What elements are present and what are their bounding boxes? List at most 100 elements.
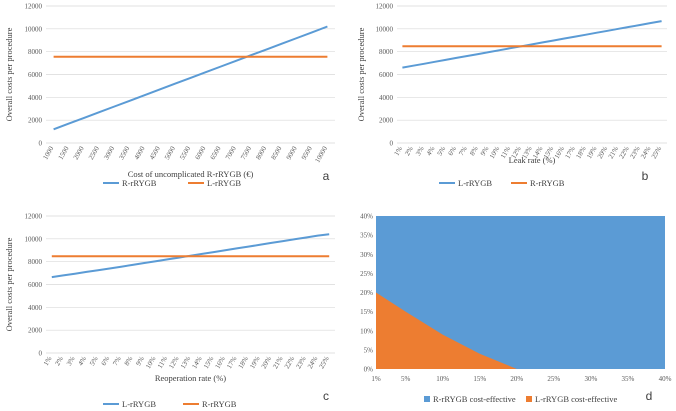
- chart-c-xtick-label: 7%: [111, 355, 123, 367]
- chart-a-legend-label-0: R-rRYGB: [122, 178, 157, 188]
- chart-c-xtick-label: 9%: [134, 355, 146, 367]
- chart-c-xtick-label: 12%: [167, 355, 180, 370]
- chart-c-ytick-label: 2000: [28, 327, 43, 335]
- chart-a-xtick-label: 5500: [178, 145, 192, 162]
- chart-d-ytick-label: 40%: [360, 213, 373, 221]
- chart-a-x-axis-title: Cost of uncomplicated R-rRYGB (€): [128, 169, 254, 179]
- chart-a-xtick-label: 9500: [300, 145, 314, 162]
- chart-a-xtick-label: 6000: [194, 145, 208, 162]
- chart-a-y-axis-title: Overall costs per procedure: [4, 27, 14, 121]
- chart-a-xtick-label: 3000: [102, 145, 116, 162]
- chart-b-xtick-label: 22%: [618, 145, 631, 160]
- chart-d-ytick-label: 30%: [360, 251, 373, 259]
- chart-b-xtick-label: 8%: [468, 145, 480, 157]
- chart-b-y-axis-title: Overall costs per procedure: [356, 27, 366, 121]
- chart-c-xtick-label: 16%: [214, 355, 227, 370]
- chart-c-ytick-label: 4000: [28, 304, 43, 312]
- chart-c-ytick-label: 12000: [25, 213, 43, 221]
- chart-d-xtick-label: 30%: [584, 375, 597, 383]
- chart-c-xtick-label: 4%: [77, 355, 89, 367]
- chart-c-xtick-label: 14%: [190, 355, 203, 370]
- chart-b-xtick-label: 9%: [479, 145, 491, 157]
- chart-a-ytick-label: 4000: [28, 94, 43, 102]
- chart-d-legend-swatch-0: [424, 396, 430, 402]
- chart-c-xtick-label: 5%: [88, 355, 100, 367]
- chart-b-xtick-label: 4%: [425, 145, 437, 157]
- chart-b-xtick-label: 10%: [488, 145, 501, 160]
- chart-a-xtick-label: 5000: [163, 145, 177, 162]
- chart-b-xtick-label: 1%: [393, 145, 405, 157]
- chart-b-legend-label-0: L-rRYGB: [458, 178, 492, 188]
- chart-a-xtick-label: 10000: [313, 145, 329, 165]
- chart-c-ytick-label: 8000: [28, 258, 43, 266]
- chart-c-xtick-label: 19%: [248, 355, 261, 370]
- chart-d-xtick-label: 1%: [371, 375, 381, 383]
- chart-a-ytick-label: 6000: [28, 71, 43, 79]
- chart-c-legend-label-0: L-rRYGB: [122, 399, 156, 409]
- chart-d-xtick-label: 15%: [473, 375, 486, 383]
- chart-d-ytick-label: 10%: [360, 327, 373, 335]
- chart-d-ytick-label: 35%: [360, 232, 373, 240]
- chart-a-xtick-label: 1500: [57, 145, 71, 162]
- chart-d-legend-label-1: L-rRYGB cost-effective: [535, 394, 617, 404]
- chart-b-ytick-label: 10000: [376, 25, 394, 33]
- chart-c-xtick-label: 25%: [318, 355, 331, 370]
- chart-d-ytick-label: 0%: [364, 366, 374, 374]
- chart-d-xtick-label: 25%: [547, 375, 560, 383]
- chart-a-xtick-label: 2500: [87, 145, 101, 162]
- chart-a-xtick-label: 7000: [224, 145, 238, 162]
- chart-c-y-axis-title: Overall costs per procedure: [4, 237, 14, 331]
- chart-c-xtick-label: 6%: [100, 355, 112, 367]
- chart-c-xtick-label: 22%: [283, 355, 296, 370]
- chart-a-xtick-label: 4000: [133, 145, 147, 162]
- chart-a-xtick-label: 3500: [117, 145, 131, 162]
- chart-d-xtick-label: 10%: [436, 375, 449, 383]
- chart-c-xtick-label: 17%: [225, 355, 238, 370]
- chart-b-xtick-label: 24%: [639, 145, 652, 160]
- chart-b-x-axis-title: Leak rate (%): [509, 155, 556, 165]
- chart-d-legend-label-0: R-rRYGB cost-effective: [433, 394, 516, 404]
- chart-c-x-axis-title: Reoperation rate (%): [155, 373, 226, 383]
- chart-b-ytick-label: 2000: [379, 117, 394, 125]
- chart-c-xtick-label: 2%: [53, 355, 65, 367]
- chart-d-ytick-label: 5%: [364, 346, 374, 354]
- chart-c-xtick-label: 18%: [237, 355, 250, 370]
- chart-b-legend-label-1: R-rRYGB: [530, 178, 565, 188]
- chart-a-ytick-label: 0: [39, 140, 43, 148]
- chart-a-xtick-label: 2000: [72, 145, 86, 162]
- chart-b-ytick-label: 0: [390, 140, 394, 148]
- chart-d-area-l-rrygb: [376, 292, 517, 369]
- chart-a-xtick-label: 8000: [254, 145, 268, 162]
- chart-b-series-line-0: [402, 20, 662, 69]
- chart-b-ytick-label: 4000: [379, 94, 394, 102]
- chart-d-ytick-label: 15%: [360, 308, 373, 316]
- chart-b-ytick-label: 12000: [376, 3, 394, 11]
- chart-d-xtick-label: 35%: [622, 375, 635, 383]
- chart-a-xtick-label: 8500: [270, 145, 284, 162]
- chart-d-panel-letter: d: [646, 389, 653, 403]
- chart-c-ytick-label: 6000: [28, 281, 43, 289]
- chart-d-xtick-label: 20%: [510, 375, 523, 383]
- chart-c-xtick-label: 24%: [306, 355, 319, 370]
- chart-b-xtick-label: 7%: [457, 145, 469, 157]
- chart-a-series-line-0: [53, 25, 328, 131]
- chart-c-xtick-label: 10%: [144, 355, 157, 370]
- chart-c-ytick-label: 10000: [25, 235, 43, 243]
- chart-b-ytick-label: 8000: [379, 48, 394, 56]
- chart-c-xtick-label: 20%: [260, 355, 273, 370]
- chart-a-xtick-label: 1000: [41, 145, 55, 162]
- chart-a-xtick-label: 9000: [285, 145, 299, 162]
- chart-a-ytick-label: 8000: [28, 48, 43, 56]
- chart-a-xtick-label: 7500: [239, 145, 253, 162]
- chart-b-xtick-label: 3%: [414, 145, 426, 157]
- chart-b-xtick-label: 20%: [596, 145, 609, 160]
- chart-b-ytick-label: 6000: [379, 71, 394, 79]
- chart-d-xtick-label: 40%: [659, 375, 672, 383]
- chart-b-xtick-label: 25%: [650, 145, 663, 160]
- chart-a-ytick-label: 2000: [28, 117, 43, 125]
- chart-d-ytick-label: 20%: [360, 289, 373, 297]
- chart-c-xtick-label: 3%: [65, 355, 77, 367]
- chart-a-ytick-label: 12000: [25, 3, 43, 11]
- chart-a-ytick-label: 10000: [25, 25, 43, 33]
